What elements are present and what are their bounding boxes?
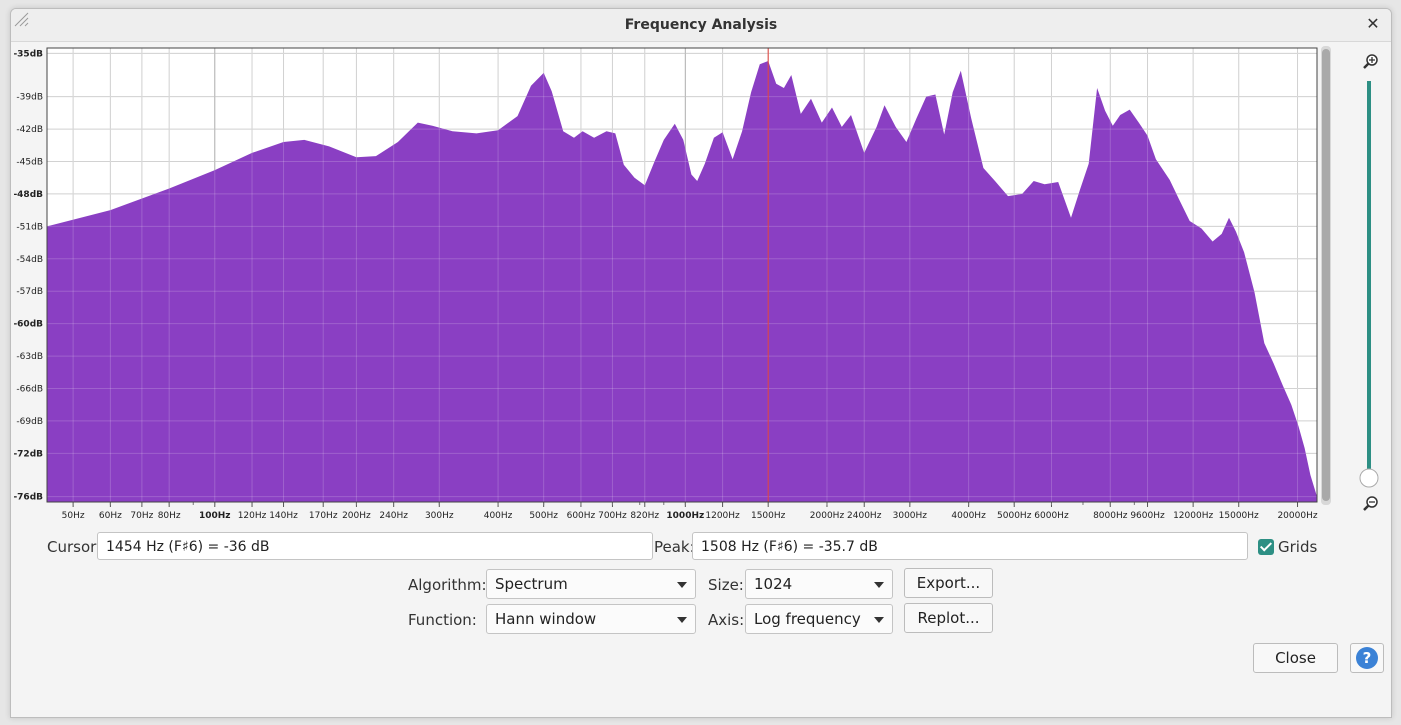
x-tick-label: 600Hz [567,511,596,521]
x-tick-label: 15000Hz [1219,511,1259,521]
axis-select[interactable]: Log frequency [745,604,893,634]
x-tick-label: 140Hz [269,511,298,521]
chevron-down-icon [874,582,884,588]
x-tick-label: 100Hz [199,511,231,521]
function-select[interactable]: Hann window [486,604,696,634]
size-value: 1024 [754,575,793,593]
y-tick-label: -57dB [16,287,43,297]
chevron-down-icon [677,582,687,588]
x-tick-label: 5000Hz [997,511,1032,521]
x-tick-label: 400Hz [484,511,513,521]
axis-value: Log frequency [754,610,861,628]
x-tick-label: 1200Hz [705,511,740,521]
y-tick-label: -76dB [13,493,43,503]
zoom-in-icon[interactable] [1363,54,1378,69]
cursor-label: Cursor: [47,538,102,556]
y-tick-label: -66dB [16,385,43,395]
x-tick-label: 2000Hz [810,511,845,521]
x-tick-label: 60Hz [99,511,122,521]
y-tick-label: -45dB [16,158,43,168]
peak-label: Peak: [654,538,695,556]
y-tick-label: -54dB [16,255,43,265]
plot-border [46,47,1318,503]
scrollbar-thumb[interactable] [1322,49,1330,501]
peak-readout-field[interactable]: 1508 Hz (F♯6) = -35.7 dB [692,532,1248,560]
grids-label: Grids [1278,538,1318,556]
size-select[interactable]: 1024 [745,569,893,599]
x-tick-label: 3000Hz [893,511,928,521]
x-tick-label: 300Hz [425,511,454,521]
export-button[interactable]: Export... [904,568,993,598]
window-close-icon[interactable]: ✕ [1366,14,1380,33]
spectrum-area [47,61,1317,502]
x-tick-label: 80Hz [158,511,181,521]
y-tick-label: -35dB [13,49,43,59]
chevron-down-icon [874,617,884,623]
x-tick-label: 500Hz [529,511,558,521]
help-button[interactable]: ? [1350,643,1384,673]
title-bar: Frequency Analysis ✕ [11,9,1391,42]
function-value: Hann window [495,610,597,628]
x-tick-label: 12000Hz [1173,511,1213,521]
x-tick-label: 9600Hz [1130,511,1165,521]
close-button[interactable]: Close [1253,643,1338,673]
spectrum-plot[interactable]: -35dB -39dB -42dB -45dB -48dB -51dB -54dB -57dB… [11,41,1391,536]
x-tick-label: 1000Hz [666,511,704,521]
resize-grip-icon[interactable] [11,9,29,27]
x-tick-label: 2400Hz [847,511,882,521]
y-tick-label: -48dB [13,190,43,200]
x-tick-label: 6000Hz [1034,511,1069,521]
algorithm-label: Algorithm: [408,576,487,594]
x-tick-label: 8000Hz [1093,511,1128,521]
x-tick-label: 700Hz [598,511,627,521]
y-tick-label: -42dB [16,125,43,135]
zoom-out-icon[interactable] [1363,496,1378,511]
axis-label: Axis: [708,611,745,629]
x-tick-label: 200Hz [342,511,371,521]
function-label: Function: [408,611,477,629]
x-tick-label: 70Hz [130,511,153,521]
x-tick-label: 1500Hz [751,511,786,521]
x-tick-label: 240Hz [379,511,408,521]
y-tick-label: -72dB [13,449,43,459]
chevron-down-icon [677,617,687,623]
algorithm-select[interactable]: Spectrum [486,569,696,599]
x-tick-label: 50Hz [62,511,85,521]
y-tick-label: -60dB [13,320,43,330]
x-tick-label: 820Hz [630,511,659,521]
x-tick-label: 4000Hz [951,511,986,521]
y-tick-label: -69dB [16,417,43,427]
y-tick-label: -51dB [16,222,43,232]
replot-button[interactable]: Replot... [904,603,993,633]
x-tick-label: 20000Hz [1277,511,1317,521]
cursor-readout-field[interactable]: 1454 Hz (F♯6) = -36 dB [97,532,653,560]
zoom-slider-handle[interactable] [1359,468,1379,488]
frequency-analysis-window: Frequency Analysis ✕ -35dB -39dB -42dB -45d… [10,8,1392,718]
x-tick-label: 170Hz [309,511,338,521]
y-tick-label: -39dB [16,93,43,103]
help-icon: ? [1356,647,1378,669]
x-tick-label: 120Hz [238,511,267,521]
size-label: Size: [708,576,744,594]
y-tick-label: -63dB [16,352,43,362]
algorithm-value: Spectrum [495,575,568,593]
window-title: Frequency Analysis [624,17,778,33]
grids-checkbox[interactable] [1258,539,1274,555]
plot-area: -35dB -39dB -42dB -45dB -48dB -51dB -54dB -57dB… [11,41,1391,536]
